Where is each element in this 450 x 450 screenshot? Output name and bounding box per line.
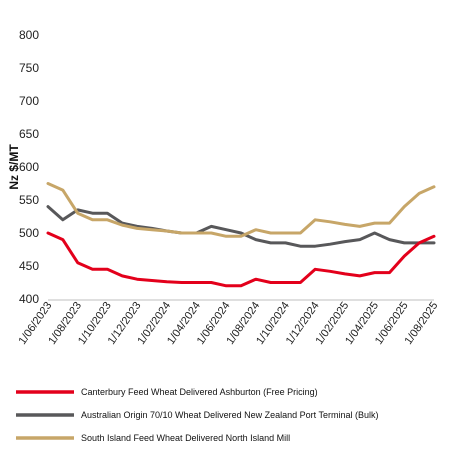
series-line-3 xyxy=(46,182,436,238)
y-tick-label: 500 xyxy=(19,226,39,240)
legend-label: South Island Feed Wheat Delivered North … xyxy=(81,433,290,443)
y-tick-label: 800 xyxy=(19,28,39,42)
y-tick-label: 750 xyxy=(19,61,39,75)
series-line-2 xyxy=(46,205,436,248)
y-tick-label: 700 xyxy=(19,94,39,108)
y-tick-label: 550 xyxy=(19,193,39,207)
y-axis-label: Nz $/MT xyxy=(7,144,21,190)
y-tick-label: 600 xyxy=(19,160,39,174)
legend-label: Australian Origin 70/10 Wheat Delivered … xyxy=(81,410,378,420)
y-tick-label: 400 xyxy=(19,292,39,306)
y-tick-label: 650 xyxy=(19,127,39,141)
y-tick-label: 450 xyxy=(19,259,39,273)
series-line-1 xyxy=(46,231,436,288)
legend-label: Canterbury Feed Wheat Delivered Ashburto… xyxy=(81,387,318,397)
